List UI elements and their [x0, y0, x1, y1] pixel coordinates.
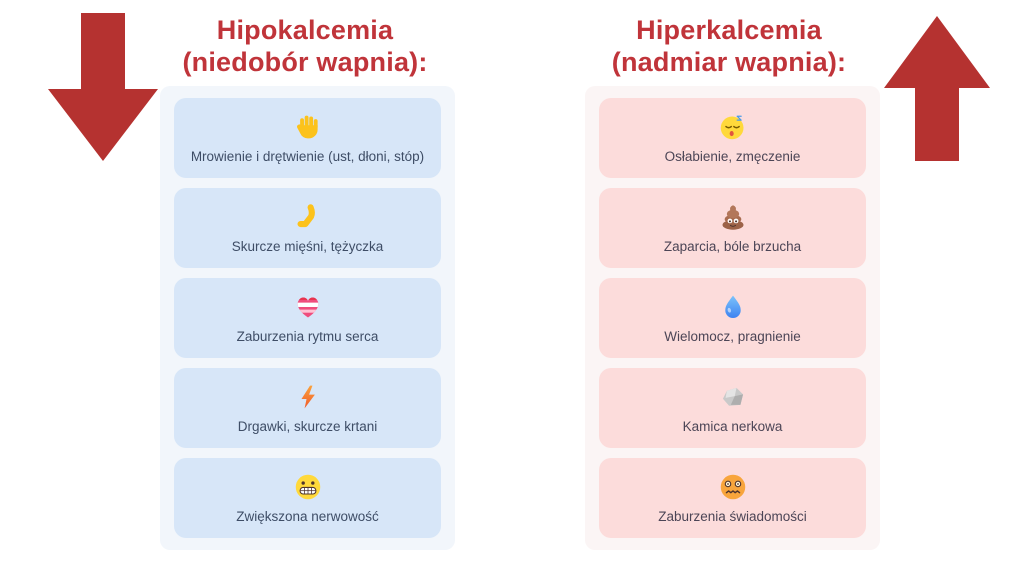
leg-icon [294, 202, 322, 232]
spiral-eyes-face-icon [719, 472, 747, 502]
symptom-card-fatigue: Osłabienie, zmęczenie [599, 98, 866, 178]
symptom-label: Skurcze mięśni, tężyczka [231, 238, 384, 254]
symptom-label: Wielomocz, pragnienie [664, 328, 801, 344]
hypercalcemia-panel: Osłabienie, zmęczenie Zaparcia, bóle brz… [585, 86, 880, 550]
symptom-card-kidney-stones: Kamica nerkowa [599, 368, 866, 448]
symptom-card-cramps: Skurcze mięśni, tężyczka [174, 188, 441, 268]
lightning-bolt-icon [295, 382, 321, 412]
symptom-card-constipation: Zaparcia, bóle brzucha [599, 188, 866, 268]
grimacing-face-icon [294, 472, 322, 502]
kidney-stone-icon [719, 382, 747, 412]
symptom-label: Mrowienie i drętwienie (ust, dłoni, stóp… [190, 148, 425, 164]
symptom-label: Zaburzenia rytmu serca [236, 328, 379, 344]
symptom-card-nervousness: Zwiększona nerwowość [174, 458, 441, 538]
right-title-line1: Hiperkalcemia [636, 15, 822, 45]
left-title-line1: Hipokalcemia [216, 15, 394, 45]
left-column-title: Hipokalcemia (niedobór wapnia): [150, 14, 460, 78]
arrow-down-icon [48, 13, 158, 166]
symptom-label: Osłabienie, zmęczenie [664, 148, 801, 164]
sleepy-face-icon [719, 112, 747, 142]
symptom-card-confusion: Zaburzenia świadomości [599, 458, 866, 538]
arrow-up-icon [884, 16, 990, 166]
droplet-icon [720, 292, 746, 322]
poop-icon [719, 202, 747, 232]
symptom-label: Zaburzenia świadomości [658, 508, 807, 524]
symptom-label: Zwiększona nerwowość [236, 508, 379, 524]
symptom-card-polyuria: Wielomocz, pragnienie [599, 278, 866, 358]
raised-hand-icon [294, 112, 322, 142]
left-title-line2: (niedobór wapnia): [182, 47, 428, 77]
beating-heart-icon [294, 292, 322, 322]
symptom-card-seizures: Drgawki, skurcze krtani [174, 368, 441, 448]
symptom-label: Zaparcia, bóle brzucha [663, 238, 802, 254]
symptom-label: Kamica nerkowa [682, 418, 783, 434]
symptom-card-tingling: Mrowienie i drętwienie (ust, dłoni, stóp… [174, 98, 441, 178]
hypocalcemia-panel: Mrowienie i drętwienie (ust, dłoni, stóp… [160, 86, 455, 550]
right-title-line2: (nadmiar wapnia): [611, 47, 847, 77]
symptom-card-arrhythmia: Zaburzenia rytmu serca [174, 278, 441, 358]
right-column-title: Hiperkalcemia (nadmiar wapnia): [574, 14, 884, 78]
symptom-label: Drgawki, skurcze krtani [237, 418, 378, 434]
